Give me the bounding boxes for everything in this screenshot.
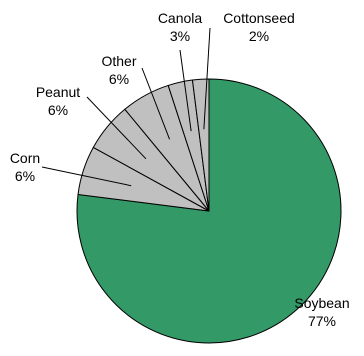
slice-label-value-corn: 6% xyxy=(15,168,35,184)
slice-label-name-other: Other xyxy=(101,53,136,69)
slice-label-value-cottonseed: 2% xyxy=(249,28,269,44)
slice-label-name-peanut: Peanut xyxy=(36,84,80,100)
slice-label-value-canola: 3% xyxy=(170,28,190,44)
slices-layer xyxy=(76,78,342,344)
leader-line-canola xyxy=(179,49,192,132)
slice-label-name-soybean: Soybean xyxy=(294,295,349,311)
leader-line-peanut xyxy=(86,96,147,160)
slice-label-value-peanut: 6% xyxy=(48,102,68,118)
labels-layer: Soybean 77% Corn 6% Peanut 6% Other 6% Canola 3% C… xyxy=(10,10,350,329)
slice-label-name-cottonseed: Cottonseed xyxy=(223,10,295,26)
slice-label-value-soybean: 77% xyxy=(308,313,336,329)
slice-label-name-canola: Canola xyxy=(158,10,203,26)
leader-line-corn xyxy=(41,166,132,187)
leader-lines-layer xyxy=(41,27,211,187)
leader-line-cottonseed xyxy=(203,27,211,130)
slice-label-name-corn: Corn xyxy=(10,150,40,166)
leader-line-other xyxy=(141,67,171,140)
slice-label-value-other: 6% xyxy=(109,71,129,87)
